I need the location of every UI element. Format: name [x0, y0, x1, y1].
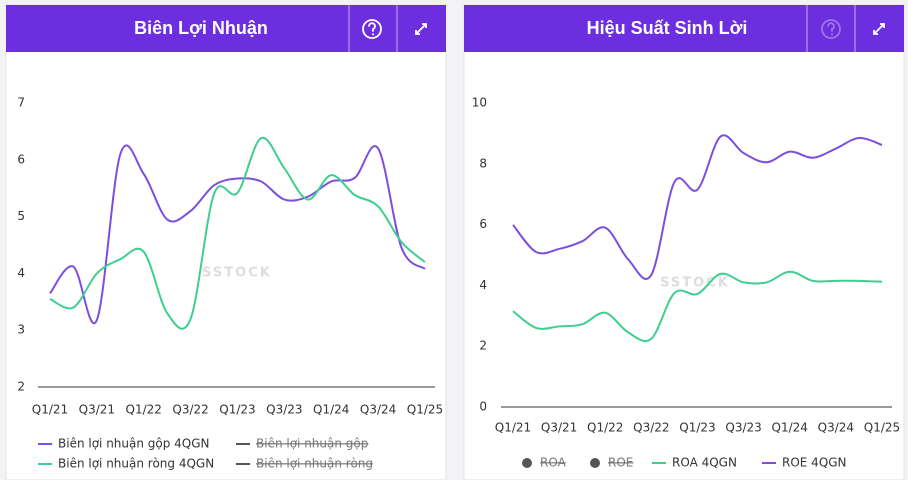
series-line: [512, 270, 883, 343]
series-line: [512, 134, 883, 280]
x-tick-label: Q3/22: [633, 421, 669, 435]
x-tick-label: Q1/24: [313, 403, 349, 417]
chart-title: Hiệu Suất Sinh Lời: [587, 18, 748, 38]
expand-icon: [873, 23, 885, 35]
y-tick-label: 3: [17, 323, 25, 337]
x-tick-label: Q1/22: [587, 421, 623, 435]
watermark: SSTOCK: [660, 276, 730, 291]
x-tick-label: Q3/24: [818, 421, 854, 435]
y-tick-label: 2: [479, 339, 487, 353]
panel: [5, 4, 447, 480]
legend-marker: [590, 458, 600, 468]
legend-label[interactable]: Biên lợi nhuận ròng: [256, 457, 373, 471]
x-tick-label: Q1/23: [219, 403, 255, 417]
legend-label[interactable]: ROA 4QGN: [672, 456, 737, 470]
panel: [463, 4, 905, 480]
x-tick-label: Q1/24: [772, 421, 808, 435]
y-tick-label: 6: [479, 217, 487, 231]
x-tick-label: Q1/21: [495, 421, 531, 435]
help-button[interactable]: [821, 19, 841, 39]
y-tick-label: 7: [17, 96, 25, 110]
expand-button[interactable]: [415, 23, 427, 35]
legend-label[interactable]: ROE: [608, 456, 633, 470]
chart-title: Biên Lợi Nhuận: [134, 18, 268, 38]
expand-button[interactable]: [873, 23, 885, 35]
y-tick-label: 5: [17, 209, 25, 223]
y-tick-label: 4: [479, 278, 487, 292]
help-glyph: [368, 22, 376, 36]
x-tick-label: Q3/23: [266, 403, 302, 417]
y-tick-label: 6: [17, 152, 25, 166]
help-icon: [362, 19, 382, 39]
y-tick-label: 10: [472, 96, 487, 110]
x-tick-label: Q1/25: [407, 403, 443, 417]
watermark: SSTOCK: [202, 266, 272, 281]
x-tick-label: Q3/24: [360, 403, 396, 417]
x-tick-label: Q3/22: [172, 403, 208, 417]
y-tick-label: 0: [479, 400, 487, 414]
expand-icon: [415, 23, 427, 35]
legend-label[interactable]: Biên lợi nhuận gộp 4QGN: [58, 437, 210, 451]
x-tick-label: Q1/22: [126, 403, 162, 417]
legend-marker: [522, 458, 532, 468]
help-glyph: [827, 22, 835, 36]
x-tick-label: Q1/21: [32, 403, 68, 417]
legend-label[interactable]: Biên lợi nhuận ròng 4QGN: [58, 457, 214, 471]
legend-label[interactable]: ROA: [540, 456, 567, 470]
panel-header: [464, 5, 904, 52]
y-tick-label: 2: [17, 380, 25, 394]
help-button[interactable]: [362, 19, 382, 39]
legend-label[interactable]: ROE 4QGN: [782, 456, 847, 470]
y-tick-label: 8: [479, 156, 487, 170]
x-tick-label: Q3/21: [541, 421, 577, 435]
legend-label[interactable]: Biên lợi nhuận gộp: [256, 437, 368, 451]
x-tick-label: Q3/23: [725, 421, 761, 435]
x-tick-label: Q3/21: [79, 403, 115, 417]
series-line: [49, 136, 426, 330]
y-tick-label: 4: [17, 266, 25, 280]
x-tick-label: Q1/23: [679, 421, 715, 435]
series-line: [49, 144, 426, 325]
help-icon: [821, 19, 841, 39]
x-tick-label: Q1/25: [864, 421, 900, 435]
